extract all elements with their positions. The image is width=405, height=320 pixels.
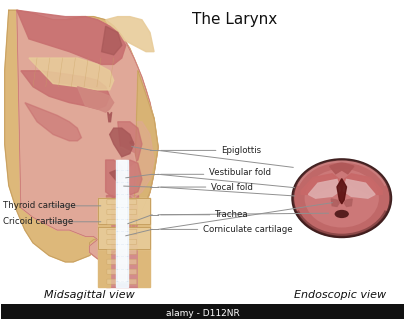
Ellipse shape	[335, 210, 349, 218]
Polygon shape	[21, 71, 110, 109]
FancyBboxPatch shape	[107, 279, 137, 284]
Text: Endoscopic view: Endoscopic view	[294, 290, 386, 300]
Circle shape	[292, 159, 391, 237]
Polygon shape	[110, 128, 134, 157]
Polygon shape	[138, 198, 150, 287]
Text: Midsagittal view: Midsagittal view	[44, 290, 135, 300]
Polygon shape	[118, 71, 158, 256]
Polygon shape	[330, 163, 354, 174]
Text: alamy - D112NR: alamy - D112NR	[166, 309, 239, 318]
Polygon shape	[344, 174, 382, 195]
Polygon shape	[102, 26, 122, 55]
Polygon shape	[106, 160, 122, 198]
Circle shape	[305, 169, 379, 228]
Polygon shape	[106, 195, 138, 287]
Text: The Larynx: The Larynx	[192, 12, 277, 27]
Polygon shape	[106, 17, 154, 52]
Text: Corniculate cartilage: Corniculate cartilage	[202, 225, 292, 234]
Bar	[1, 304, 404, 319]
Polygon shape	[108, 112, 112, 122]
Polygon shape	[77, 87, 114, 112]
Polygon shape	[301, 174, 339, 195]
FancyBboxPatch shape	[107, 249, 137, 254]
Polygon shape	[106, 147, 138, 198]
Text: Vocal fold: Vocal fold	[211, 182, 252, 192]
Text: Epiglottis: Epiglottis	[221, 146, 261, 155]
Polygon shape	[116, 160, 128, 287]
Polygon shape	[122, 122, 154, 198]
FancyBboxPatch shape	[107, 220, 137, 224]
FancyBboxPatch shape	[107, 229, 137, 235]
Polygon shape	[98, 227, 150, 249]
Polygon shape	[17, 10, 126, 64]
FancyBboxPatch shape	[107, 239, 137, 244]
Text: Thyroid cartilage: Thyroid cartilage	[3, 201, 75, 210]
Polygon shape	[337, 179, 347, 204]
Polygon shape	[98, 198, 110, 287]
Polygon shape	[118, 160, 126, 281]
Polygon shape	[25, 103, 81, 141]
Text: Vestibular fold: Vestibular fold	[209, 168, 271, 177]
Text: Cricoid cartilage: Cricoid cartilage	[3, 217, 73, 226]
Polygon shape	[29, 58, 114, 90]
Text: Trachea: Trachea	[215, 210, 248, 219]
Polygon shape	[331, 199, 339, 206]
Polygon shape	[344, 199, 352, 206]
Polygon shape	[118, 122, 142, 166]
Circle shape	[294, 161, 389, 236]
FancyBboxPatch shape	[107, 209, 137, 214]
Polygon shape	[343, 180, 375, 198]
Polygon shape	[5, 10, 158, 262]
Polygon shape	[309, 180, 340, 198]
Polygon shape	[126, 160, 142, 195]
Polygon shape	[98, 198, 150, 224]
FancyBboxPatch shape	[107, 269, 137, 274]
FancyBboxPatch shape	[107, 199, 137, 204]
Polygon shape	[110, 170, 126, 182]
FancyBboxPatch shape	[107, 259, 137, 264]
Polygon shape	[118, 71, 158, 256]
Polygon shape	[17, 10, 158, 259]
